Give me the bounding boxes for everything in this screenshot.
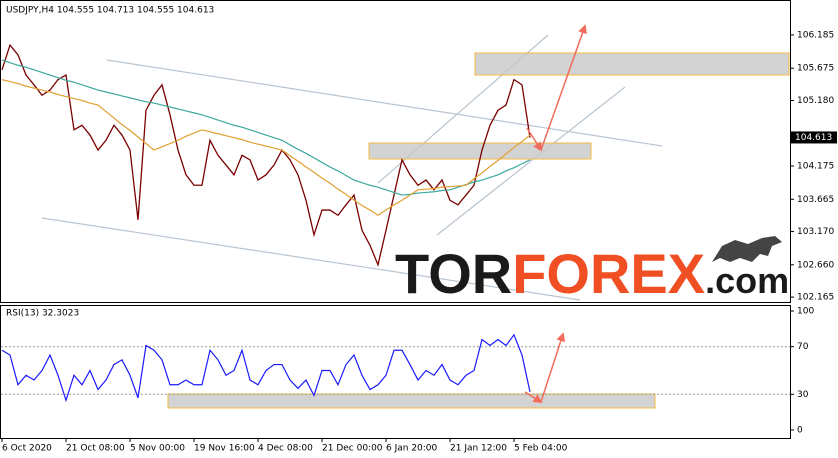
- y-tick-label: 102.660: [797, 260, 834, 270]
- channel-line: [436, 86, 626, 236]
- watermark-part: .com: [705, 260, 789, 301]
- y-tick-label: 0: [797, 426, 803, 436]
- resistance-zone: [474, 52, 790, 76]
- y-tick-label: 70: [797, 342, 809, 352]
- y-tick-label: 106.185: [797, 30, 834, 40]
- y-tick-label: 105.675: [797, 64, 834, 74]
- y-tick-label: 100: [797, 307, 814, 317]
- series-line: [1, 59, 531, 196]
- y-tick-label: 105.180: [797, 96, 834, 106]
- x-tick-label: 5 Feb 04:00: [514, 444, 568, 454]
- series-line: [1, 79, 531, 216]
- bull-icon: [712, 236, 782, 262]
- forecast-arrow: [524, 391, 543, 403]
- price-tag-label: 104.613: [795, 133, 832, 143]
- rsi-panel: [0, 305, 791, 439]
- y-tick-label: 30: [797, 390, 809, 400]
- x-tick-label: 4 Dec 08:00: [258, 444, 313, 454]
- x-tick-label: 6 Jan 20:00: [386, 444, 438, 454]
- y-tick-label: 103.170: [797, 227, 834, 237]
- y-tick-label: 103.665: [797, 195, 834, 205]
- series-line: [1, 333, 531, 403]
- drawings: [41, 34, 790, 409]
- watermark: TORFOREX.com: [395, 236, 789, 305]
- series-line: [1, 43, 531, 267]
- rsi-title: RSI(13) 32.3023: [6, 309, 79, 319]
- forecast-arrow: [540, 24, 587, 151]
- y-tick-label: 102.165: [797, 293, 834, 303]
- watermark-part: TOR: [395, 242, 512, 305]
- x-tick-label: 21 Jan 12:00: [450, 444, 507, 454]
- channel-line: [41, 217, 581, 301]
- watermark-text: TORFOREX.com: [395, 242, 789, 305]
- rsi-zone: [167, 393, 656, 409]
- y-tick-label: 104.175: [797, 162, 834, 172]
- x-tick-label: 19 Nov 16:00: [194, 444, 255, 454]
- price-tag: [791, 131, 837, 144]
- chart-title: USDJPY,H4 104.555 104.713 104.555 104.61…: [6, 6, 214, 16]
- x-tick-label: 5 Nov 00:00: [130, 444, 185, 454]
- forecast-arrow: [526, 127, 542, 152]
- channel-line: [106, 59, 663, 147]
- x-tick-label: 21 Oct 08:00: [66, 444, 125, 454]
- forecast-arrow: [540, 332, 566, 403]
- watermark-part: FOREX: [512, 242, 705, 305]
- x-tick-label: 6 Oct 2020: [2, 444, 52, 454]
- x-tick-label: 21 Dec 00:00: [322, 444, 383, 454]
